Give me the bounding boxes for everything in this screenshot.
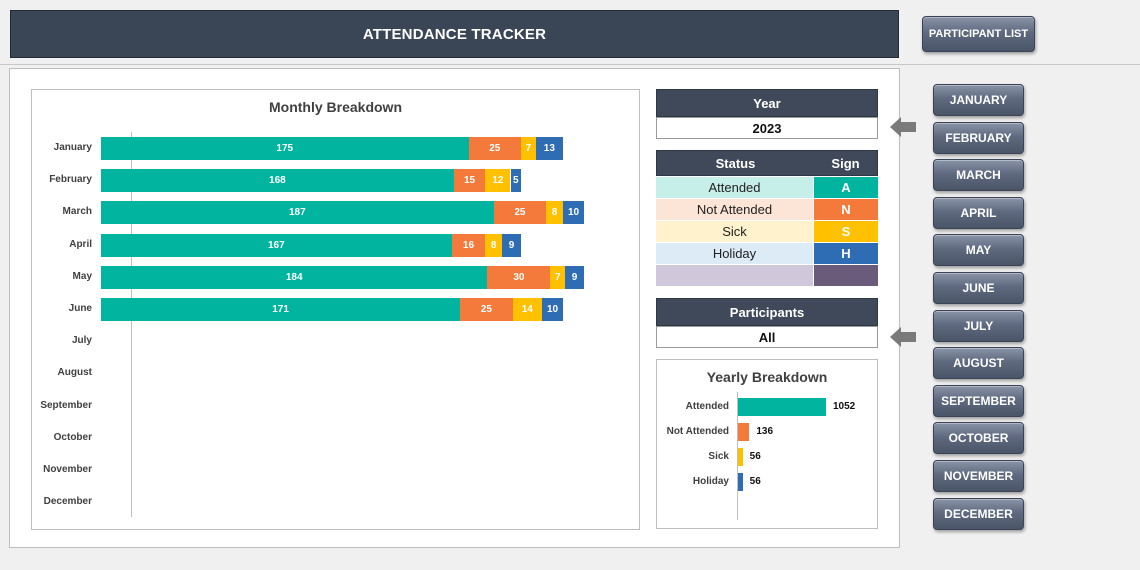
monthly-chart-title: Monthly Breakdown [268,99,402,115]
bar-segment-not-attended: 15 [453,169,486,193]
month-category-label: August [57,367,92,379]
page-title: ATTENDANCE TRACKER [10,10,899,58]
month-category-label: October [53,431,92,443]
month-button-october[interactable]: OCTOBER [933,422,1024,455]
bar-segment-attended: 167 [101,233,452,257]
bar-segment-attended: 175 [101,137,469,160]
status-row: Attended A [656,177,878,199]
bar-segment-holiday: 13 [535,137,563,160]
yearly-category-label: Sick [708,451,729,462]
status-row: Holiday H [656,243,878,265]
bar-segment-holiday: 10 [542,298,563,321]
bar-segment-attended: 184 [101,265,488,289]
participant-list-button[interactable]: PARTICIPANT LIST [922,16,1035,52]
status-name: Holiday [656,243,814,265]
status-name: Not Attended [656,199,814,221]
participants-value[interactable]: All [656,326,878,348]
status-sign: S [814,221,878,243]
month-button-november[interactable]: NOVEMBER [933,460,1024,492]
yearly-category-label: Attended [685,401,729,412]
bar-segment-holiday: 10 [563,201,584,225]
yearly-bar [738,473,743,491]
bar-segment-sick: 8 [485,233,503,257]
bar-segment-holiday: 9 [502,233,521,257]
month-category-label: December [43,496,92,508]
status-sign [814,265,878,287]
bar-segment-attended: 171 [101,298,461,321]
month-button-august[interactable]: AUGUST [933,347,1024,380]
bar-segment-sick: 7 [550,265,566,289]
bar-segment-holiday: 9 [565,265,584,289]
status-name: Attended [656,177,814,199]
year-header: Year [656,89,878,117]
month-category-label: January [53,142,92,153]
yearly-bar-value: 56 [749,476,761,487]
month-button-july[interactable]: JULY [933,309,1024,342]
month-button-march[interactable]: MARCH [933,159,1024,192]
month-category-label: May [72,270,92,282]
bar-segment-attended: 168 [101,169,454,193]
year-arrow-icon [890,117,916,137]
month-category-label: September [40,399,92,411]
month-button-january[interactable]: JANUARY [933,84,1024,116]
bar-segment-sick: 7 [521,137,536,160]
bar-segment-not-attended: 25 [468,137,521,160]
yearly-category-label: Not Attended [666,426,729,437]
month-category-label: June [68,303,92,314]
month-button-december[interactable]: DECEMBER [933,497,1024,530]
yearly-bar [738,423,750,441]
status-sign: A [814,177,878,199]
month-category-label: April [69,238,92,250]
month-category-label: February [49,174,92,186]
bar-segment-sick: 14 [512,298,542,321]
bar-segment-holiday: 5 [510,169,521,193]
yearly-chart-axis [737,392,738,520]
bar-segment-sick: 8 [546,201,563,225]
sign-header: Sign [814,150,878,176]
month-button-june[interactable]: JUNE [933,272,1024,304]
yearly-bar [738,448,743,466]
monthly-breakdown-chart: Monthly Breakdown January 175 25 7 13 Februar… [31,89,640,530]
status-name: Sick [656,221,814,243]
status-row: Sick S [656,221,878,243]
bar-segment-not-attended: 25 [460,298,513,321]
yearly-bar-value: 1052 [833,401,856,412]
status-sign: N [814,199,878,221]
month-button-may[interactable]: MAY [933,234,1024,267]
monthly-chart-axis [131,132,132,517]
yearly-breakdown-chart: Yearly Breakdown Attended 1052 Not Attende… [656,359,878,529]
status-name [656,265,814,287]
participants-header: Participants [656,298,878,326]
month-button-september[interactable]: SEPTEMBER [933,384,1024,417]
month-button-february[interactable]: FEBRUARY [933,121,1024,154]
bar-segment-not-attended: 25 [493,201,547,225]
bar-segment-sick: 12 [485,169,511,193]
status-row: Not Attended N [656,199,878,221]
bar-segment-not-attended: 16 [451,233,486,257]
month-category-label: November [43,464,92,475]
bar-segment-not-attended: 30 [487,265,551,289]
month-button-april[interactable]: APRIL [933,196,1024,229]
yearly-bar-value: 136 [756,426,774,437]
yearly-bar [738,398,826,416]
status-row [656,265,878,287]
yearly-category-label: Holiday [692,476,729,487]
month-category-label: March [62,206,92,218]
month-category-label: July [71,335,92,347]
divider [0,64,1140,65]
yearly-bar-value: 56 [749,451,761,462]
year-value[interactable]: 2023 [656,117,878,139]
participants-arrow-icon [890,327,916,347]
status-sign: H [814,243,878,265]
bar-segment-attended: 187 [101,201,494,225]
yearly-chart-title: Yearly Breakdown [706,369,828,385]
status-header: Status [656,150,814,176]
